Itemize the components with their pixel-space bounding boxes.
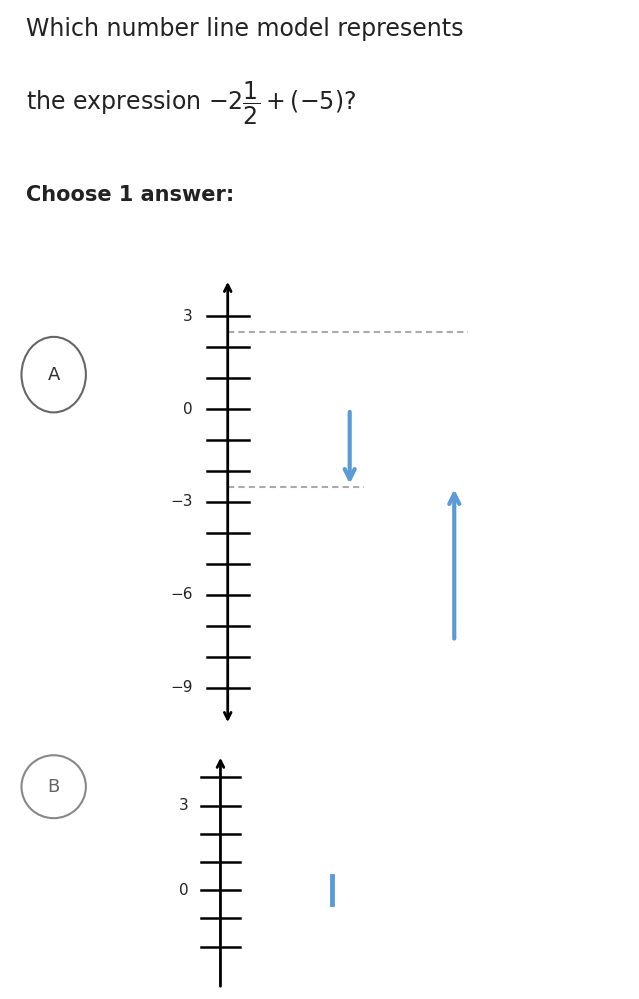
Text: 3: 3 <box>179 798 189 813</box>
Text: −3: −3 <box>171 495 193 509</box>
Text: A: A <box>47 366 60 384</box>
Text: the expression $-2\dfrac{1}{2} + (-5)$?: the expression $-2\dfrac{1}{2} + (-5)$? <box>26 80 356 127</box>
Text: −6: −6 <box>171 587 193 602</box>
Text: B: B <box>47 777 60 796</box>
Text: 0: 0 <box>179 883 189 898</box>
Text: Which number line model represents: Which number line model represents <box>26 18 463 42</box>
Text: Choose 1 answer:: Choose 1 answer: <box>26 185 234 205</box>
Text: 3: 3 <box>183 309 193 324</box>
Text: −9: −9 <box>171 680 193 695</box>
Text: 0: 0 <box>183 402 193 417</box>
